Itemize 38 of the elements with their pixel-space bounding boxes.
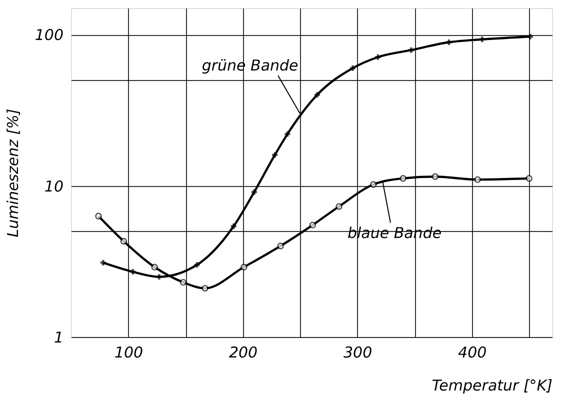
point <box>284 131 290 137</box>
x-tick-label: 400 <box>458 344 487 362</box>
point <box>528 34 533 40</box>
point <box>230 224 236 230</box>
point <box>252 189 257 195</box>
point <box>151 264 158 270</box>
point <box>400 175 406 182</box>
x-axis-title: Temperatur [°K] <box>432 376 553 394</box>
point <box>120 238 128 245</box>
y-tick-label: 100 <box>34 26 64 44</box>
point <box>446 40 452 46</box>
point <box>100 260 106 266</box>
point <box>194 262 200 268</box>
point <box>408 47 414 53</box>
x-tick-label: 100 <box>114 344 144 362</box>
point <box>432 173 439 180</box>
point <box>314 92 320 98</box>
point <box>479 36 485 42</box>
point <box>526 175 532 182</box>
point <box>309 222 316 228</box>
point <box>272 152 278 158</box>
y-tick-label: 1 <box>54 328 64 346</box>
point <box>277 242 284 250</box>
point <box>370 181 377 188</box>
point <box>130 269 136 275</box>
point <box>180 278 187 286</box>
y-axis-title: Lumineszenz [%] <box>4 108 22 238</box>
point <box>156 274 162 280</box>
point <box>350 65 356 71</box>
point <box>202 284 208 292</box>
point <box>240 264 248 270</box>
point <box>375 54 381 60</box>
x-tick-label: 300 <box>343 344 372 362</box>
y-tick-label: 10 <box>44 177 64 196</box>
point <box>95 212 102 220</box>
x-tick-label: 200 <box>228 344 258 362</box>
point <box>474 176 481 183</box>
point <box>336 203 342 210</box>
